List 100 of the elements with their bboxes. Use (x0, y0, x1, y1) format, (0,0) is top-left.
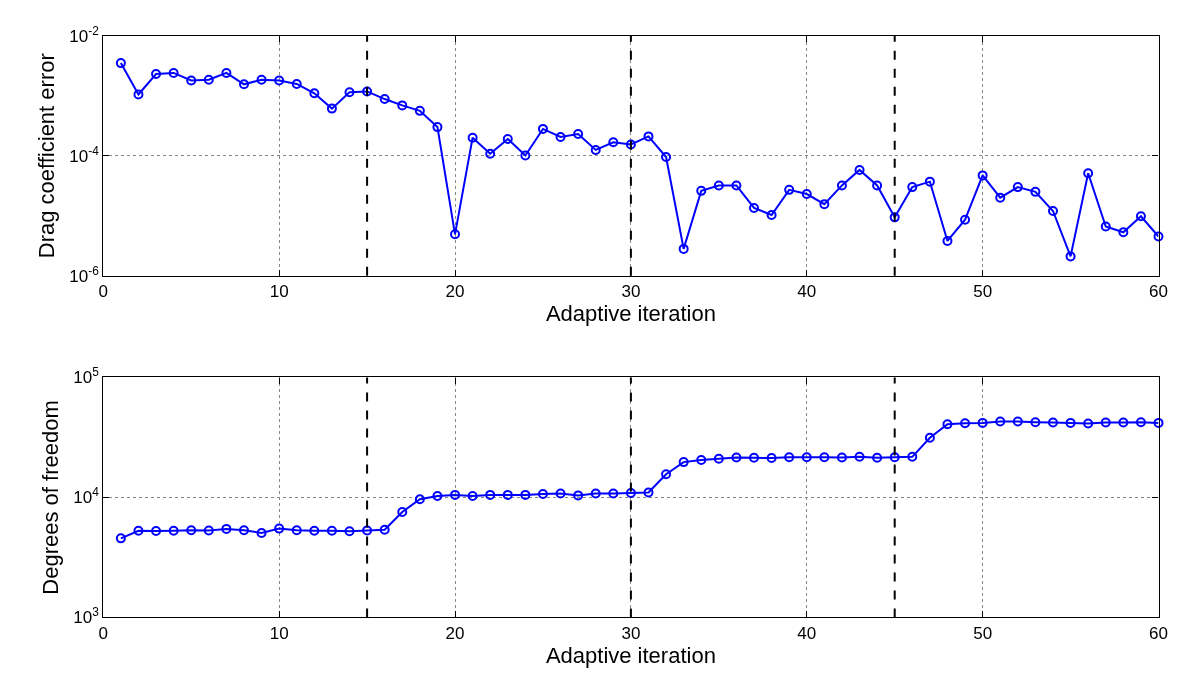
point (520, 489, 531, 500)
y-tick-label: 10$^{-4}$ (69, 143, 100, 166)
point (1083, 168, 1094, 179)
y-tick-label: 10$^{4}$ (73, 485, 100, 508)
point (186, 525, 197, 536)
point (485, 489, 496, 500)
x-tick-label: 60 (1149, 282, 1168, 302)
x-tick-label: 0 (98, 282, 109, 302)
point (221, 67, 232, 78)
point (450, 489, 461, 500)
point (643, 131, 654, 142)
point (1153, 231, 1164, 242)
point (661, 469, 672, 480)
x-tick-label: 40 (797, 282, 817, 302)
point (924, 432, 935, 443)
point (907, 182, 918, 193)
x-tick-label: 30 (621, 623, 641, 643)
point (661, 152, 672, 163)
point (749, 452, 760, 463)
point (1118, 417, 1129, 428)
point (168, 67, 179, 78)
point (555, 132, 566, 143)
point (836, 180, 847, 191)
point (432, 490, 443, 501)
x-axis-title: Adaptive iteration (545, 301, 716, 327)
point (133, 525, 144, 536)
point (450, 229, 461, 240)
point (608, 137, 619, 148)
point (151, 526, 162, 537)
point (256, 74, 267, 85)
point (1100, 417, 1111, 428)
point (555, 488, 566, 499)
x-tick-label: 50 (973, 623, 993, 643)
point (872, 180, 883, 191)
point (1135, 417, 1146, 428)
point (766, 453, 777, 464)
x-tick-label: 50 (973, 282, 993, 302)
point (397, 506, 408, 517)
point (344, 526, 355, 537)
point (115, 533, 126, 544)
point (907, 451, 918, 462)
point (1012, 182, 1023, 193)
point (801, 452, 812, 463)
point (995, 416, 1006, 427)
point (151, 69, 162, 80)
point (625, 139, 636, 150)
y-axis-title: Degrees of freedom (38, 400, 64, 595)
point (1047, 205, 1058, 216)
point (836, 452, 847, 463)
point (977, 170, 988, 181)
point (520, 150, 531, 161)
point (291, 525, 302, 536)
point (238, 525, 249, 536)
point (854, 164, 865, 175)
point (643, 487, 654, 498)
point (537, 488, 548, 499)
point (309, 525, 320, 536)
point (326, 525, 337, 536)
x-tick-label: 20 (445, 282, 465, 302)
point (186, 75, 197, 86)
x-axis-title: Adaptive iteration (545, 642, 716, 668)
point (960, 418, 971, 429)
point (731, 452, 742, 463)
point (1153, 417, 1164, 428)
point (801, 189, 812, 200)
x-tick-label: 10 (269, 282, 289, 302)
point (784, 452, 795, 463)
point (537, 123, 548, 134)
point (1012, 416, 1023, 427)
point (432, 122, 443, 133)
point (573, 490, 584, 501)
point (379, 524, 390, 535)
point (766, 209, 777, 220)
point (485, 148, 496, 159)
point (1100, 221, 1111, 232)
point (590, 144, 601, 155)
point (924, 176, 935, 187)
point (115, 58, 126, 69)
point (977, 417, 988, 428)
point (1065, 251, 1076, 262)
point (713, 453, 724, 464)
point (696, 185, 707, 196)
point (203, 74, 214, 85)
point (854, 451, 865, 462)
point (256, 527, 267, 538)
point (1118, 227, 1129, 238)
point (960, 214, 971, 225)
x-tick-label: 40 (797, 623, 817, 643)
point (784, 184, 795, 195)
point (590, 488, 601, 499)
point (819, 199, 830, 210)
x-tick-label: 60 (1149, 623, 1168, 643)
point (274, 523, 285, 534)
point (573, 129, 584, 140)
point (625, 487, 636, 498)
point (221, 523, 232, 534)
point (713, 180, 724, 191)
point (1047, 417, 1058, 428)
point (274, 75, 285, 86)
x-tick-label: 30 (621, 282, 641, 302)
